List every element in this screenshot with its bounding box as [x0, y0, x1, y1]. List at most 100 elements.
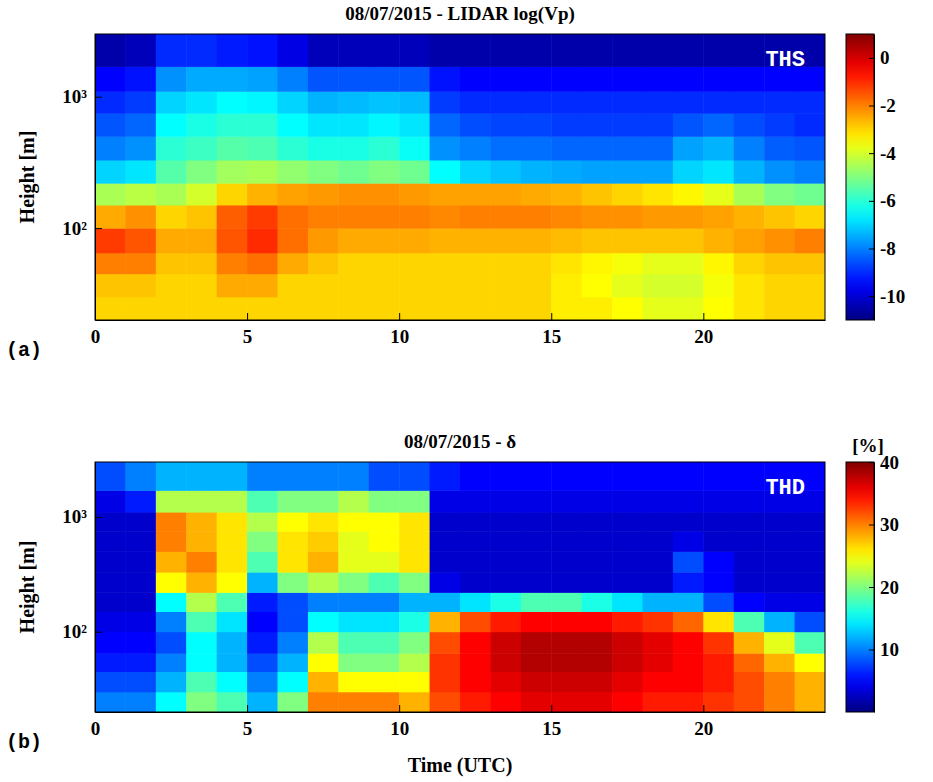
cell	[247, 653, 278, 672]
cell	[278, 91, 309, 113]
cell	[612, 113, 643, 137]
cell	[247, 253, 278, 274]
cell	[278, 34, 309, 67]
cell	[217, 632, 248, 654]
tick-mark	[95, 97, 102, 98]
cell	[612, 592, 643, 612]
cell	[551, 572, 582, 593]
cell	[186, 66, 217, 91]
cell	[247, 183, 278, 205]
cell	[551, 274, 582, 298]
cell	[430, 136, 461, 160]
cell	[490, 205, 521, 229]
cell	[703, 34, 734, 67]
cell	[764, 592, 795, 612]
cell	[186, 462, 217, 491]
cell	[399, 297, 430, 320]
cell	[399, 91, 430, 113]
cell	[612, 551, 643, 572]
cell	[125, 632, 156, 654]
cell	[217, 672, 248, 693]
cell	[217, 113, 248, 137]
tick-mark	[551, 313, 552, 320]
cell	[156, 611, 187, 632]
cell	[551, 512, 582, 532]
cell	[430, 531, 461, 552]
cell	[703, 113, 734, 137]
tick: 20	[694, 705, 713, 739]
cell	[430, 672, 461, 693]
cell	[795, 592, 825, 612]
cell	[521, 34, 552, 67]
cell	[95, 551, 126, 572]
cell	[156, 551, 187, 572]
cell	[643, 551, 674, 572]
cell	[217, 183, 248, 205]
cell	[582, 531, 613, 552]
cell	[673, 34, 704, 67]
title: 08/07/2015 - δ	[404, 431, 516, 452]
cell	[308, 632, 339, 654]
cell	[673, 572, 704, 593]
cell	[430, 551, 461, 572]
tick: 0	[869, 47, 890, 68]
cell	[247, 228, 278, 253]
cell	[612, 572, 643, 593]
cell	[490, 253, 521, 274]
cell	[369, 113, 400, 137]
cell	[369, 653, 400, 672]
cell	[430, 653, 461, 672]
colorbar-axis: 10203040	[869, 452, 899, 713]
cell	[551, 183, 582, 205]
cell	[460, 297, 491, 320]
cell	[247, 490, 278, 512]
cell	[673, 592, 704, 612]
cell	[247, 274, 278, 298]
cell	[521, 228, 552, 253]
cell	[156, 34, 187, 67]
cell	[338, 490, 369, 512]
cell	[521, 512, 552, 532]
cell	[764, 611, 795, 632]
cell	[95, 632, 126, 654]
cell	[734, 228, 765, 253]
cell	[460, 512, 491, 532]
cell	[125, 253, 156, 274]
cell	[430, 113, 461, 137]
cell	[734, 183, 765, 205]
cell	[430, 512, 461, 532]
cell	[703, 551, 734, 572]
cell	[247, 66, 278, 91]
cell	[278, 490, 309, 512]
cell	[582, 672, 613, 693]
cell	[612, 653, 643, 672]
cell	[582, 490, 613, 512]
cell	[795, 512, 825, 532]
cell	[734, 592, 765, 612]
cell	[247, 160, 278, 184]
cell	[703, 253, 734, 274]
cell	[703, 160, 734, 184]
cell	[643, 572, 674, 593]
cell	[278, 274, 309, 298]
cell	[247, 205, 278, 229]
cell	[703, 462, 734, 491]
cell	[399, 490, 430, 512]
cell	[673, 113, 704, 137]
cell	[582, 34, 613, 67]
cell	[338, 205, 369, 229]
cell	[734, 632, 765, 654]
cell	[521, 253, 552, 274]
tick: 20	[694, 313, 713, 347]
cell	[734, 136, 765, 160]
cell	[643, 66, 674, 91]
cell	[430, 34, 461, 67]
cell	[703, 572, 734, 593]
cell	[247, 136, 278, 160]
cell	[764, 136, 795, 160]
cell	[703, 228, 734, 253]
cell	[308, 91, 339, 113]
tick-mark	[869, 296, 874, 297]
cell	[795, 253, 825, 274]
cell	[156, 183, 187, 205]
